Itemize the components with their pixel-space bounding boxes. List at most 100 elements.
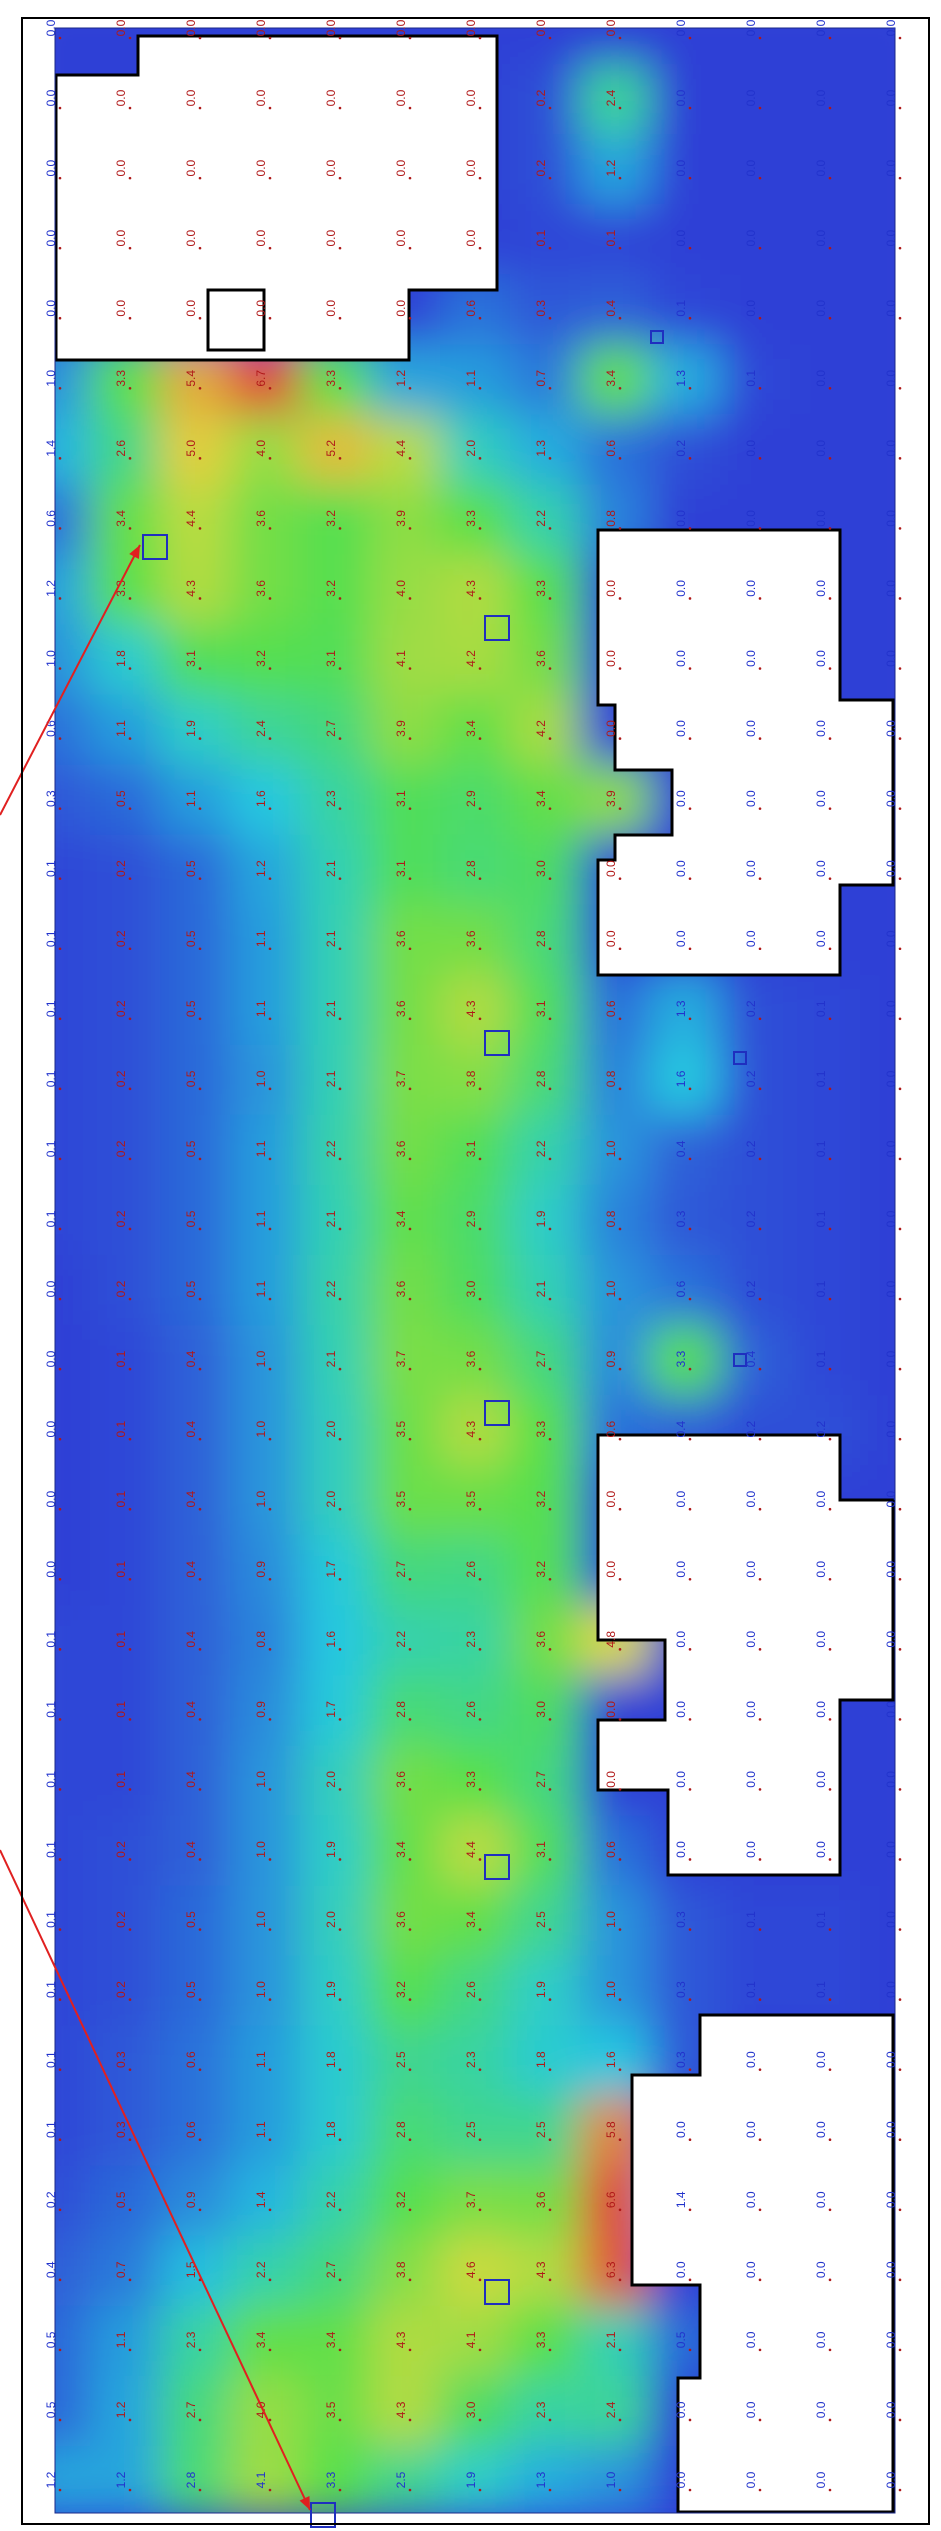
value-dot: [828, 1718, 832, 1721]
heat-cell: [510, 28, 581, 65]
value-label: 0.0: [604, 1701, 618, 1718]
value-dot: [898, 1297, 902, 1301]
value-label: 0.0: [744, 2471, 758, 2488]
value-label: 0.0: [114, 230, 128, 247]
heat-cell: [230, 2164, 301, 2236]
value-label: 0.0: [744, 300, 758, 317]
value-label: 0.0: [394, 159, 408, 176]
value-label: 2.6: [464, 1561, 478, 1578]
heat-cell: [370, 2094, 441, 2166]
value-dot: [618, 2418, 622, 2422]
heat-cell: [510, 693, 581, 765]
heat-cell: [440, 1324, 511, 1396]
heat-cell: [370, 903, 441, 975]
value-label: 0.0: [674, 2401, 688, 2418]
value-label: 0.0: [674, 1771, 688, 1788]
value-dot: [268, 2348, 272, 2352]
value-label: 1.1: [254, 1140, 268, 1157]
value-dot: [408, 1648, 412, 1651]
heat-cell: [720, 63, 791, 135]
heat-cell: [90, 1394, 161, 1466]
heat-cell: [230, 1254, 301, 1326]
value-dot: [128, 1718, 132, 1721]
value-label: 3.8: [464, 1070, 478, 1087]
heat-cell: [440, 1254, 511, 1326]
value-label: 0.0: [884, 510, 898, 527]
value-dot: [478, 1227, 482, 1231]
heat-cell: [790, 1043, 861, 1115]
heat-cell: [370, 2444, 441, 2513]
value-label: 2.5: [394, 2051, 408, 2068]
value-label: 3.0: [464, 1280, 478, 1297]
value-dot: [898, 2138, 902, 2142]
value-dot: [408, 316, 412, 320]
value-dot: [758, 2348, 762, 2352]
value-label: 3.4: [534, 790, 548, 807]
value-dot: [758, 176, 762, 180]
heat-cell: [160, 1324, 231, 1396]
heat-cell: [720, 1043, 791, 1115]
value-label: 0.1: [534, 230, 548, 247]
heat-cell: [300, 1884, 371, 1956]
heat-cell: [230, 1043, 301, 1115]
value-dot: [688, 1507, 692, 1511]
heat-cell: [90, 903, 161, 975]
value-dot: [898, 737, 902, 740]
value-label: 0.9: [254, 1701, 268, 1718]
value-dot: [828, 1017, 832, 1021]
value-dot: [478, 176, 482, 180]
value-dot: [478, 1087, 482, 1091]
value-label: 3.5: [394, 1420, 408, 1437]
heat-cell: [510, 623, 581, 695]
value-dot: [828, 1157, 832, 1161]
heat-cell: [370, 973, 441, 1045]
value-label: 1.1: [254, 2051, 268, 2068]
heat-cell: [55, 1254, 91, 1326]
value-label: 0.3: [534, 300, 548, 317]
value-dot: [478, 877, 482, 880]
value-label: 0.3: [114, 2121, 128, 2138]
value-dot: [408, 1437, 412, 1441]
value-label: 4.2: [464, 650, 478, 667]
value-dot: [688, 1017, 692, 1021]
value-label: 0.0: [744, 720, 758, 737]
value-dot: [338, 2348, 342, 2352]
value-label: 3.1: [394, 860, 408, 877]
value-label: 0.3: [44, 790, 58, 807]
value-label: 0.0: [884, 2051, 898, 2068]
heat-cell: [300, 2444, 371, 2513]
value-dot: [408, 597, 412, 600]
value-dot: [338, 36, 342, 40]
value-label: 3.6: [254, 580, 268, 597]
value-label: 0.0: [814, 159, 828, 176]
value-dot: [688, 2138, 692, 2142]
value-label: 0.0: [884, 720, 898, 737]
value-label: 0.2: [114, 1981, 128, 1998]
value-dot: [618, 877, 622, 880]
value-dot: [688, 106, 692, 110]
value-dot: [898, 1858, 902, 1861]
heat-cell: [790, 413, 861, 485]
value-dot: [268, 877, 272, 880]
value-dot: [548, 1718, 552, 1721]
heat-cell: [650, 28, 721, 65]
sensor-marker: [733, 1051, 747, 1065]
value-dot: [338, 2418, 342, 2422]
value-dot: [268, 1157, 272, 1161]
value-label: 0.4: [184, 1771, 198, 1788]
value-dot: [268, 737, 272, 740]
value-label: 1.7: [324, 1561, 338, 1578]
value-dot: [688, 1928, 692, 1931]
value-label: 0.0: [814, 580, 828, 597]
heat-cell: [790, 1254, 861, 1326]
value-dot: [58, 2488, 62, 2492]
heat-cell: [790, 1884, 861, 1956]
heat-cell: [440, 343, 511, 415]
value-label: 3.9: [394, 510, 408, 527]
value-label: 0.0: [884, 1350, 898, 1367]
value-dot: [408, 1928, 412, 1931]
value-dot: [828, 597, 832, 600]
value-dot: [898, 1577, 902, 1581]
heat-cell: [440, 2374, 511, 2446]
value-dot: [198, 527, 202, 530]
